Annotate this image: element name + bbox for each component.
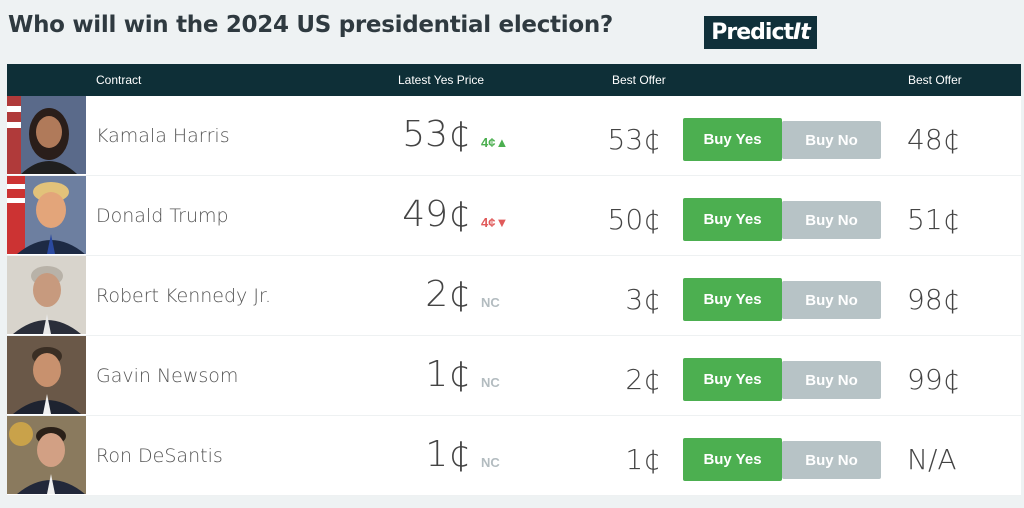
best-offer-no: N/A <box>907 443 957 476</box>
buy-no-button[interactable]: Buy No <box>782 281 881 319</box>
buy-yes-button[interactable]: Buy Yes <box>683 278 782 321</box>
price-change: 4¢▼ <box>481 215 508 230</box>
best-offer-yes: 53¢ <box>607 123 661 156</box>
buy-yes-button[interactable]: Buy Yes <box>683 358 782 401</box>
logo-text-accent: It <box>793 20 811 45</box>
buy-yes-button[interactable]: Buy Yes <box>683 118 782 161</box>
candidate-name: Donald Trump <box>96 205 229 227</box>
table-row: Ron DeSantis 1¢ NC 1¢ Buy Yes Buy No N/A <box>7 416 1021 496</box>
best-offer-no: 48¢ <box>907 123 961 156</box>
buy-no-button[interactable]: Buy No <box>782 361 881 399</box>
header-latest-yes-price: Latest Yes Price <box>398 73 485 87</box>
arrow-up-icon: ▲ <box>495 135 509 150</box>
best-offer-yes: 3¢ <box>625 283 661 316</box>
candidate-avatar <box>7 256 86 334</box>
latest-yes-price: 53¢ <box>402 114 471 155</box>
contracts-table: Contract Latest Yes Price Best Offer Bes… <box>7 64 1021 496</box>
candidate-avatar <box>7 336 86 414</box>
header-best-offer-no: Best Offer <box>908 73 962 87</box>
latest-yes-price: 1¢ <box>425 354 471 395</box>
price-change-value: 4¢ <box>481 135 496 150</box>
candidate-name: Ron DeSantis <box>96 445 223 467</box>
candidate-avatar <box>7 416 86 494</box>
candidate-avatar <box>7 96 86 174</box>
buy-yes-button[interactable]: Buy Yes <box>683 438 782 481</box>
table-row: Robert Kennedy Jr. 2¢ NC 3¢ Buy Yes Buy … <box>7 256 1021 336</box>
table-row: Donald Trump 49¢ 4¢▼ 50¢ Buy Yes Buy No … <box>7 176 1021 256</box>
price-change: 4¢▲ <box>481 135 508 150</box>
best-offer-yes: 2¢ <box>625 363 661 396</box>
candidate-avatar <box>7 176 86 254</box>
best-offer-yes: 50¢ <box>607 203 661 236</box>
logo-text-main: Predict <box>711 20 794 45</box>
buy-no-button[interactable]: Buy No <box>782 441 881 479</box>
price-change: NC <box>481 455 500 470</box>
table-header: Contract Latest Yes Price Best Offer Bes… <box>7 64 1021 96</box>
latest-yes-price: 1¢ <box>425 434 471 475</box>
best-offer-yes: 1¢ <box>625 443 661 476</box>
price-change: NC <box>481 295 500 310</box>
latest-yes-price: 2¢ <box>425 274 471 315</box>
best-offer-no: 51¢ <box>907 203 961 236</box>
header-best-offer-yes: Best Offer <box>612 73 666 87</box>
arrow-down-icon: ▼ <box>495 215 509 230</box>
table-row: Gavin Newsom 1¢ NC 2¢ Buy Yes Buy No 99¢ <box>7 336 1021 416</box>
buy-no-button[interactable]: Buy No <box>782 121 881 159</box>
best-offer-no: 98¢ <box>907 283 961 316</box>
header-contract: Contract <box>96 73 142 87</box>
candidate-name: Gavin Newsom <box>96 365 239 387</box>
table-row: Kamala Harris 53¢ 4¢▲ 53¢ Buy Yes Buy No… <box>7 96 1021 176</box>
page-title: Who will win the 2024 US presidential el… <box>8 12 613 38</box>
latest-yes-price: 49¢ <box>402 194 471 235</box>
candidate-name: Kamala Harris <box>96 125 230 147</box>
buy-yes-button[interactable]: Buy Yes <box>683 198 782 241</box>
buy-no-button[interactable]: Buy No <box>782 201 881 239</box>
best-offer-no: 99¢ <box>907 363 961 396</box>
price-change-value: 4¢ <box>481 215 496 230</box>
predictit-logo[interactable]: Predict It <box>704 16 817 49</box>
price-change: NC <box>481 375 500 390</box>
candidate-name: Robert Kennedy Jr. <box>96 285 272 307</box>
